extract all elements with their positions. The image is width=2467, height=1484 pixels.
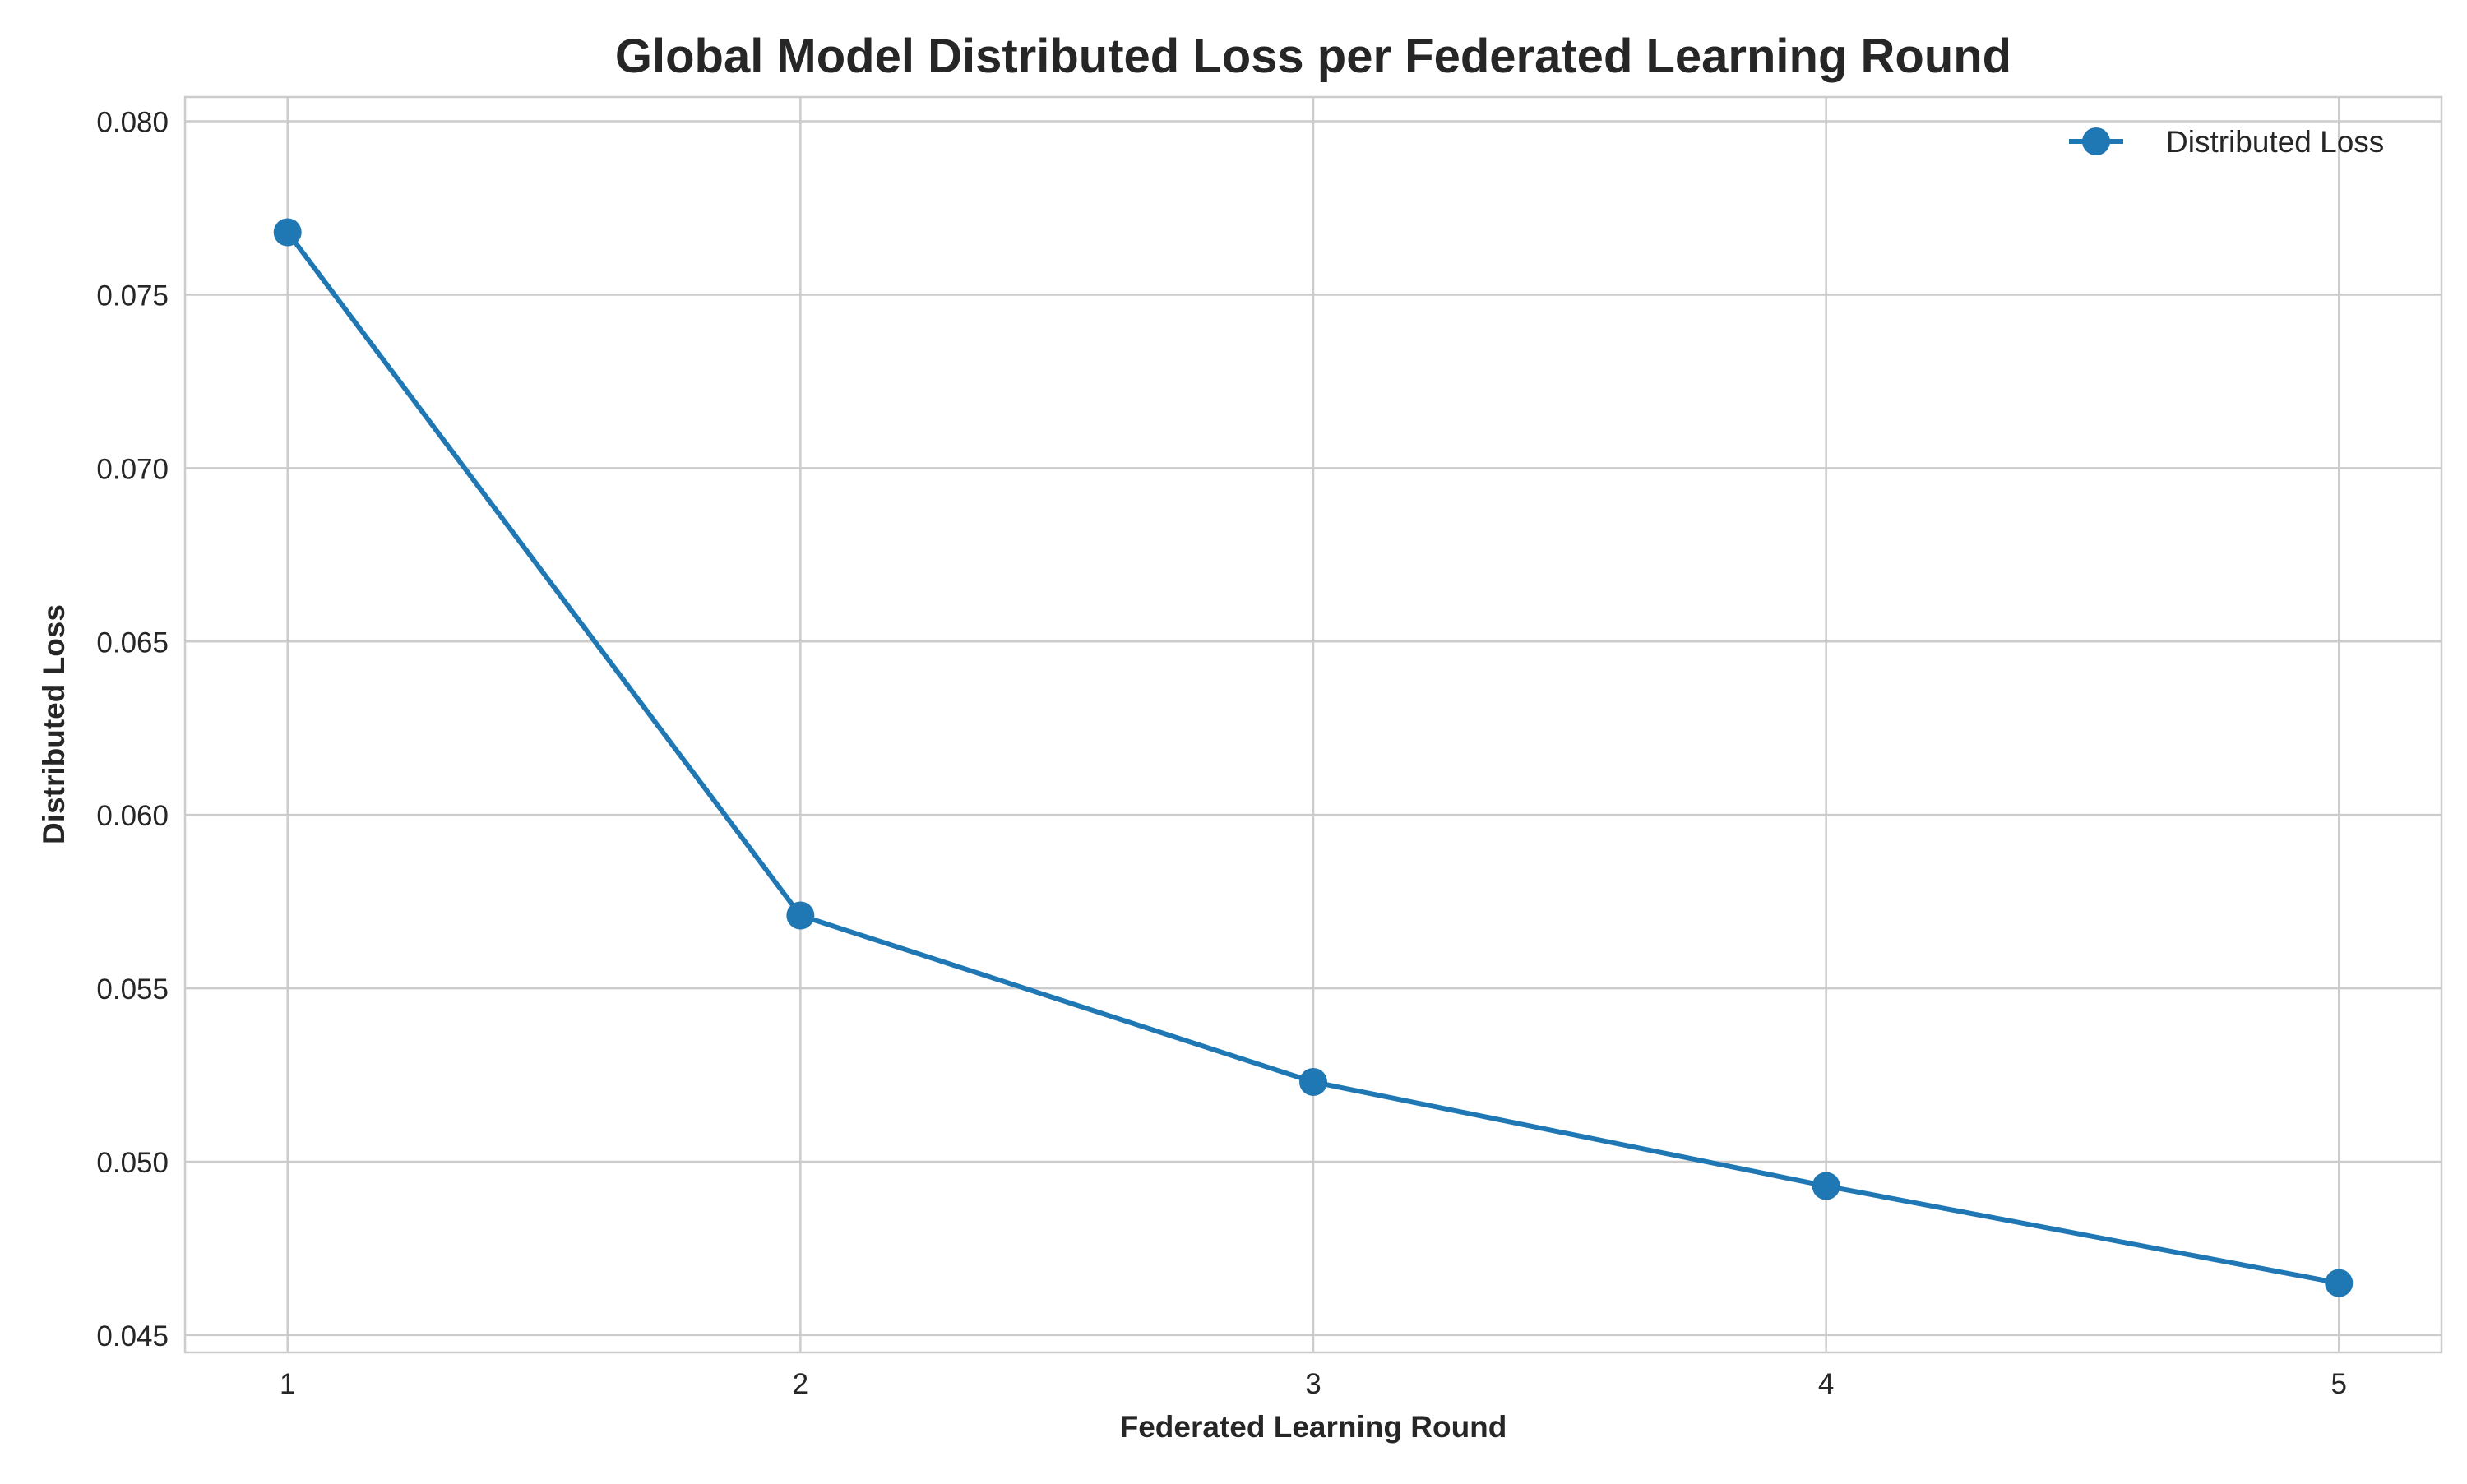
x-axis-label: Federated Learning Round bbox=[1120, 1410, 1507, 1444]
x-tick-label: 3 bbox=[1305, 1368, 1321, 1400]
x-tick-label: 5 bbox=[2331, 1368, 2347, 1400]
data-point-marker bbox=[1299, 1067, 1327, 1096]
y-axis-label: Distributed Loss bbox=[37, 604, 71, 844]
y-tick-label: 0.065 bbox=[96, 626, 169, 659]
y-axis-ticks: 0.045 0.050 0.055 0.060 0.065 0.070 0.075 0.080 bbox=[96, 107, 169, 1352]
chart-title: Global Model Distributed Loss per Federa… bbox=[615, 30, 2011, 83]
data-point-marker bbox=[786, 901, 815, 930]
y-tick-label: 0.070 bbox=[96, 453, 169, 485]
y-tick-label: 0.050 bbox=[96, 1147, 169, 1179]
y-tick-label: 0.080 bbox=[96, 107, 169, 139]
x-tick-label: 1 bbox=[280, 1368, 295, 1400]
y-tick-label: 0.055 bbox=[96, 973, 169, 1006]
legend: Distributed Loss bbox=[2069, 125, 2384, 159]
grid-lines bbox=[185, 97, 2442, 1352]
data-point-marker bbox=[2325, 1269, 2354, 1297]
y-tick-label: 0.060 bbox=[96, 800, 169, 832]
legend-marker-swatch bbox=[2082, 127, 2110, 155]
y-tick-label: 0.075 bbox=[96, 280, 169, 312]
y-tick-label: 0.045 bbox=[96, 1320, 169, 1352]
legend-label: Distributed Loss bbox=[2166, 125, 2384, 159]
data-point-marker bbox=[1812, 1172, 1840, 1200]
x-tick-label: 2 bbox=[793, 1368, 808, 1400]
x-tick-label: 4 bbox=[1818, 1368, 1834, 1400]
series-group bbox=[273, 218, 2354, 1297]
x-axis-ticks: 1 2 3 4 5 bbox=[280, 1368, 2347, 1400]
data-point-marker bbox=[273, 218, 302, 247]
plot-area-frame bbox=[183, 95, 2443, 1354]
